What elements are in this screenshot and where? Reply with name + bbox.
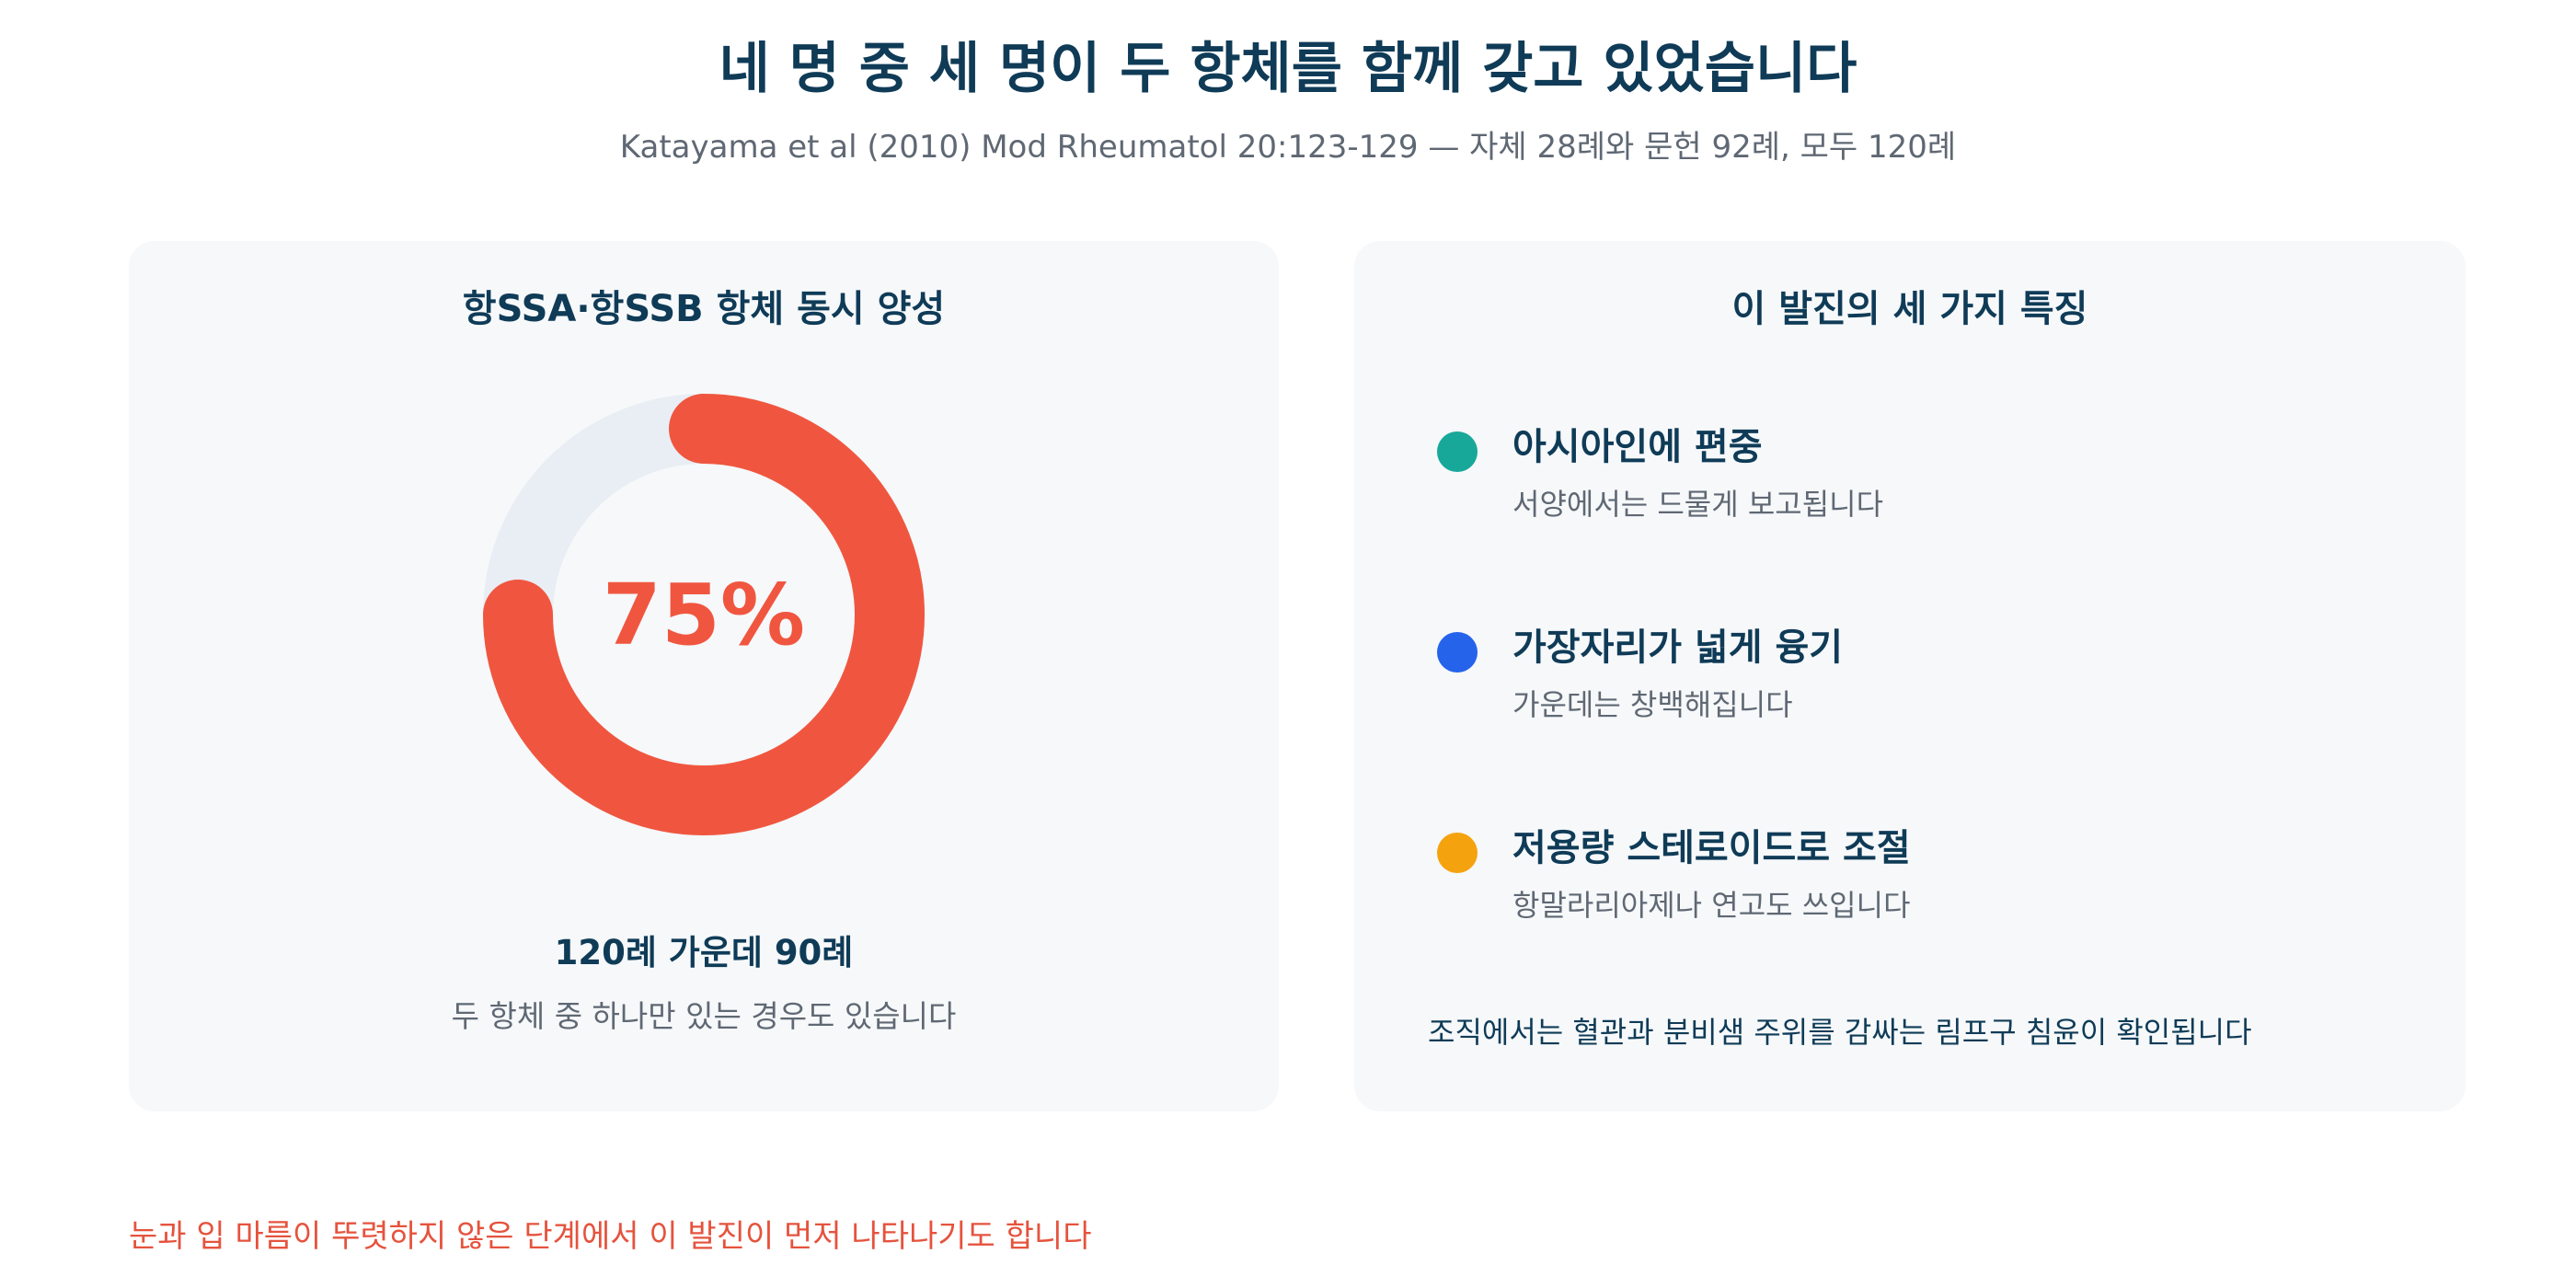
feature-title: 아시아인에 편중 — [1512, 426, 1763, 468]
feature-description: 서양에서는 드물게 보고됩니다 — [1512, 487, 1884, 522]
histology-note: 조직에서는 혈관과 분비샘 주위를 감싸는 림프구 침윤이 확인됩니다 — [1428, 1015, 2252, 1050]
features-panel: 이 발진의 세 가지 특징 아시아인에 편중 서양에서는 드물게 보고됩니다 가… — [1354, 241, 2466, 1111]
feature-item: 아시아인에 편중 서양에서는 드물게 보고됩니다 — [1437, 423, 2431, 543]
teal-dot-icon — [1437, 431, 1478, 472]
donut-chart: 75% — [483, 394, 925, 835]
antibody-panel-title: 항SSA·항SSB 항체 동시 양성 — [462, 288, 946, 330]
blue-dot-icon — [1437, 632, 1478, 673]
feature-item: 저용량 스테로이드로 조절 항말라리아제나 연고도 쓰입니다 — [1437, 824, 2431, 944]
footnote: 눈과 입 마름이 뚜렷하지 않은 단계에서 이 발진이 먼저 나타나기도 합니다 — [129, 1218, 1092, 1255]
donut-center-value: 75% — [602, 565, 806, 664]
features-panel-title: 이 발진의 세 가지 특징 — [1731, 288, 2088, 330]
donut-arc-positive — [483, 394, 925, 835]
feature-title: 저용량 스테로이드로 조절 — [1512, 827, 1911, 869]
case-note: 두 항체 중 하나만 있는 경우도 있습니다 — [451, 998, 957, 1034]
donut-chart-svg — [483, 394, 925, 835]
page-subtitle: Katayama et al (2010) Mod Rheumatol 20:1… — [619, 129, 1957, 166]
feature-description: 항말라리아제나 연고도 쓰입니다 — [1512, 888, 1911, 923]
antibody-panel: 항SSA·항SSB 항체 동시 양성 75% 120례 가운데 90례 두 항체… — [129, 241, 1279, 1111]
feature-title: 가장자리가 넓게 융기 — [1512, 627, 1844, 669]
feature-item: 가장자리가 넓게 융기 가운데는 창백해집니다 — [1437, 624, 2431, 743]
case-count: 120례 가운데 90례 — [554, 933, 854, 972]
orange-dot-icon — [1437, 833, 1478, 873]
feature-description: 가운데는 창백해집니다 — [1512, 687, 1793, 722]
page-title: 네 명 중 세 명이 두 항체를 함께 갖고 있었습니다 — [719, 37, 1857, 101]
